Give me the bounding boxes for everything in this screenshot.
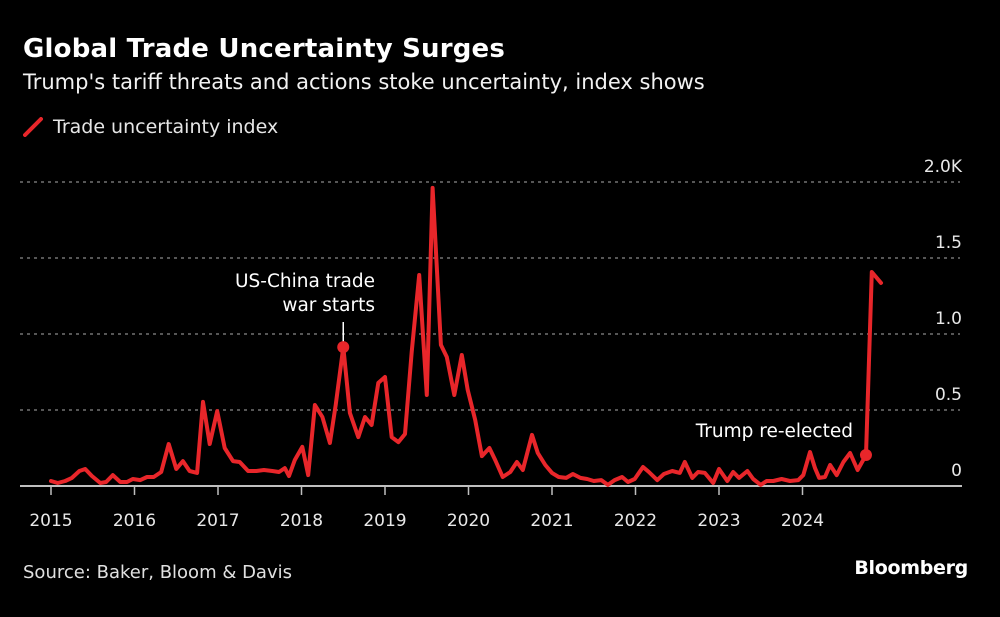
chart-title: Global Trade Uncertainty Surges bbox=[23, 34, 506, 64]
x-tick-label: 2018 bbox=[280, 511, 323, 531]
annotation-label-line: US-China trade bbox=[235, 271, 375, 292]
annotation-label-line: Trump re-elected bbox=[695, 421, 853, 442]
source-note: Source: Baker, Bloom & Davis bbox=[23, 562, 292, 583]
x-tick-label: 2017 bbox=[196, 511, 239, 531]
legend-label: Trade uncertainty index bbox=[53, 116, 279, 138]
y-tick-label: 2.0K bbox=[924, 157, 963, 177]
y-tick-label: 1.5 bbox=[935, 233, 962, 253]
annotation-markers bbox=[337, 341, 872, 461]
gridlines bbox=[20, 181, 960, 411]
x-tick-label: 2022 bbox=[614, 511, 657, 531]
y-tick-label: 1.0 bbox=[935, 309, 962, 329]
line-swatch-icon bbox=[23, 117, 43, 137]
bloomberg-logo: Bloomberg bbox=[854, 557, 968, 579]
x-tick-label: 2016 bbox=[113, 511, 156, 531]
x-tick-label: 2020 bbox=[447, 511, 490, 531]
annotation-marker-trade-war bbox=[337, 341, 350, 354]
x-tick-label: 2019 bbox=[363, 511, 406, 531]
y-axis: 0 0.5 1.0 1.5 2.0K bbox=[924, 157, 963, 481]
annotations: US-China trade war starts Trump re-elected bbox=[235, 271, 853, 442]
series-layer bbox=[49, 185, 883, 487]
y-tick-label: 0 bbox=[951, 461, 962, 481]
series-line-trade-uncertainty bbox=[49, 185, 883, 487]
legend: Trade uncertainty index bbox=[23, 116, 278, 138]
annotation-label-line: war starts bbox=[282, 295, 375, 316]
x-tick-label: 2015 bbox=[29, 511, 72, 531]
y-tick-label: 0.5 bbox=[935, 385, 962, 405]
annotation-marker-reelection bbox=[859, 448, 872, 461]
x-axis: 2015 2016 2017 2018 2019 2020 2021 2022 2023 2024 bbox=[20, 485, 962, 531]
chart-subtitle: Trump's tariff threats and actions stoke… bbox=[23, 70, 705, 94]
x-tick-label: 2023 bbox=[697, 511, 740, 531]
x-tick-label: 2021 bbox=[530, 511, 573, 531]
x-tick-label: 2024 bbox=[781, 511, 824, 531]
